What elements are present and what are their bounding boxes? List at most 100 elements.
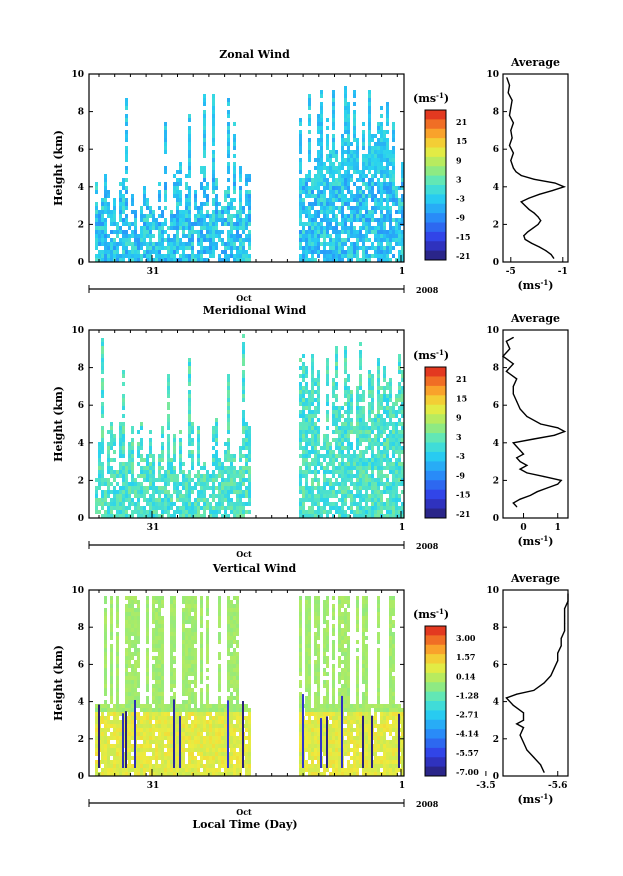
field-cell [227, 482, 230, 486]
colorbar-segment [425, 110, 446, 120]
field-cell [218, 498, 221, 502]
field-cell [377, 230, 380, 234]
field-cell [365, 206, 368, 210]
field-cell [185, 206, 188, 210]
field-cell [230, 242, 233, 246]
field-cell [179, 166, 182, 170]
field-cell [248, 466, 251, 470]
field-cell [233, 470, 236, 474]
field-cell [227, 502, 230, 506]
field-cell [245, 454, 248, 458]
field-cell [314, 158, 317, 162]
field-cell [125, 648, 128, 652]
field-cell [299, 382, 302, 386]
field-cell [353, 102, 356, 106]
field-cell [119, 462, 122, 466]
field-cell [239, 454, 242, 458]
field-cell [215, 458, 218, 462]
field-cell [167, 258, 170, 262]
field-cell [239, 450, 242, 454]
field-cell [182, 250, 185, 254]
field-cell [323, 182, 326, 186]
field-cell [392, 166, 395, 170]
field-cell [344, 362, 347, 366]
field-cell [305, 230, 308, 234]
field-cell [155, 632, 158, 636]
field-cell [152, 214, 155, 218]
field-cell [353, 450, 356, 454]
field-cell [344, 470, 347, 474]
field-cell [101, 358, 104, 362]
field-cell [368, 146, 371, 150]
field-cell [314, 250, 317, 254]
field-cell [140, 490, 143, 494]
field-cell [131, 704, 134, 708]
field-cell [152, 502, 155, 506]
field-cell [398, 210, 401, 214]
field-cell [173, 190, 176, 194]
field-cell [317, 410, 320, 414]
field-cell [302, 226, 305, 230]
field-cell [389, 250, 392, 254]
field-cell [242, 438, 245, 442]
field-cell [398, 202, 401, 206]
field-cell [218, 238, 221, 242]
field-cell [110, 752, 113, 756]
field-cell [341, 202, 344, 206]
field-cell [371, 246, 374, 250]
field-cell [242, 254, 245, 258]
field-cell [395, 222, 398, 226]
field-cell [161, 454, 164, 458]
field-cell [185, 174, 188, 178]
field-cell [212, 226, 215, 230]
field-cell [374, 142, 377, 146]
field-cell [98, 454, 101, 458]
field-cell [215, 502, 218, 506]
field-cell [98, 462, 101, 466]
field-cell [389, 486, 392, 490]
field-cell [212, 110, 215, 114]
colorbar-segment [425, 461, 446, 472]
field-cell [101, 430, 104, 434]
field-cell [398, 494, 401, 498]
field-cell [356, 146, 359, 150]
field-cell [95, 740, 98, 744]
field-cell [239, 446, 242, 450]
field-cell [338, 454, 341, 458]
field-cell [341, 210, 344, 214]
field-cell [392, 146, 395, 150]
field-cell [332, 390, 335, 394]
field-cell [344, 102, 347, 106]
field-cell [101, 736, 104, 740]
field-cell [128, 470, 131, 474]
field-cell [188, 612, 191, 616]
field-cell [392, 482, 395, 486]
field-cell [134, 628, 137, 632]
field-cell [371, 134, 374, 138]
avg-y-tick-label: 6 [493, 401, 499, 411]
field-cell [356, 250, 359, 254]
field-cell [170, 250, 173, 254]
field-cell [329, 174, 332, 178]
field-cell [107, 704, 110, 708]
field-cell [131, 426, 134, 430]
field-cell [398, 450, 401, 454]
field-cell [122, 490, 125, 494]
field-cell [359, 442, 362, 446]
field-cell [332, 486, 335, 490]
average-profile-point [512, 385, 514, 387]
field-cell [323, 470, 326, 474]
field-cell [176, 198, 179, 202]
field-cell [386, 438, 389, 442]
colorbar-segment [425, 508, 446, 519]
field-cell [317, 510, 320, 514]
field-cell [374, 494, 377, 498]
field-cell [191, 688, 194, 692]
field-cell [227, 410, 230, 414]
field-cell [308, 246, 311, 250]
field-cell [221, 490, 224, 494]
field-cell [137, 506, 140, 510]
field-cell [218, 218, 221, 222]
field-cell [110, 502, 113, 506]
field-cell [353, 166, 356, 170]
